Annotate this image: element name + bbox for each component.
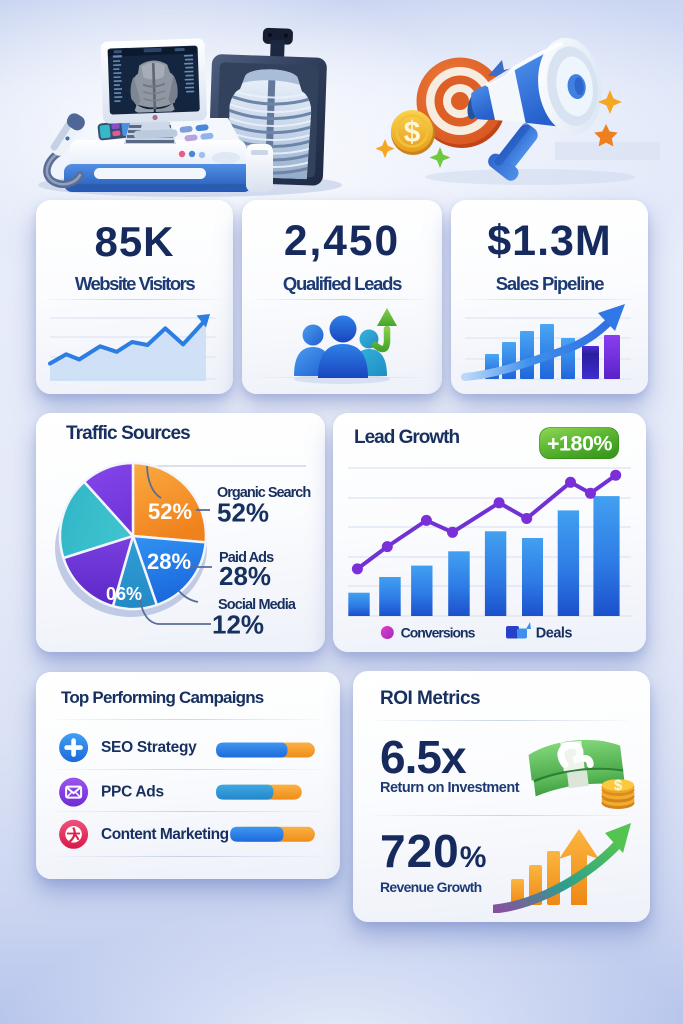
- svg-text:28%: 28%: [219, 561, 271, 591]
- svg-text:SEO Strategy: SEO Strategy: [101, 739, 197, 756]
- svg-text:+180%: +180%: [547, 432, 612, 456]
- svg-text:Organic Search: Organic Search: [217, 485, 310, 501]
- svg-text:52%: 52%: [217, 498, 269, 528]
- svg-text:$: $: [404, 116, 421, 149]
- svg-text:52%: 52%: [148, 499, 192, 524]
- svg-text:$: $: [614, 777, 623, 794]
- svg-text:06%: 06%: [106, 584, 142, 604]
- svg-text:Deals: Deals: [536, 626, 573, 642]
- svg-text:Paid Ads: Paid Ads: [219, 550, 274, 566]
- svg-text:Content Marketing: Content Marketing: [101, 826, 229, 843]
- svg-text:Social Media: Social Media: [218, 597, 297, 613]
- svg-text:28%: 28%: [147, 549, 191, 574]
- svg-text:Conversions: Conversions: [401, 625, 476, 641]
- svg-text:12%: 12%: [212, 610, 264, 640]
- svg-text:PPC Ads: PPC Ads: [101, 784, 164, 801]
